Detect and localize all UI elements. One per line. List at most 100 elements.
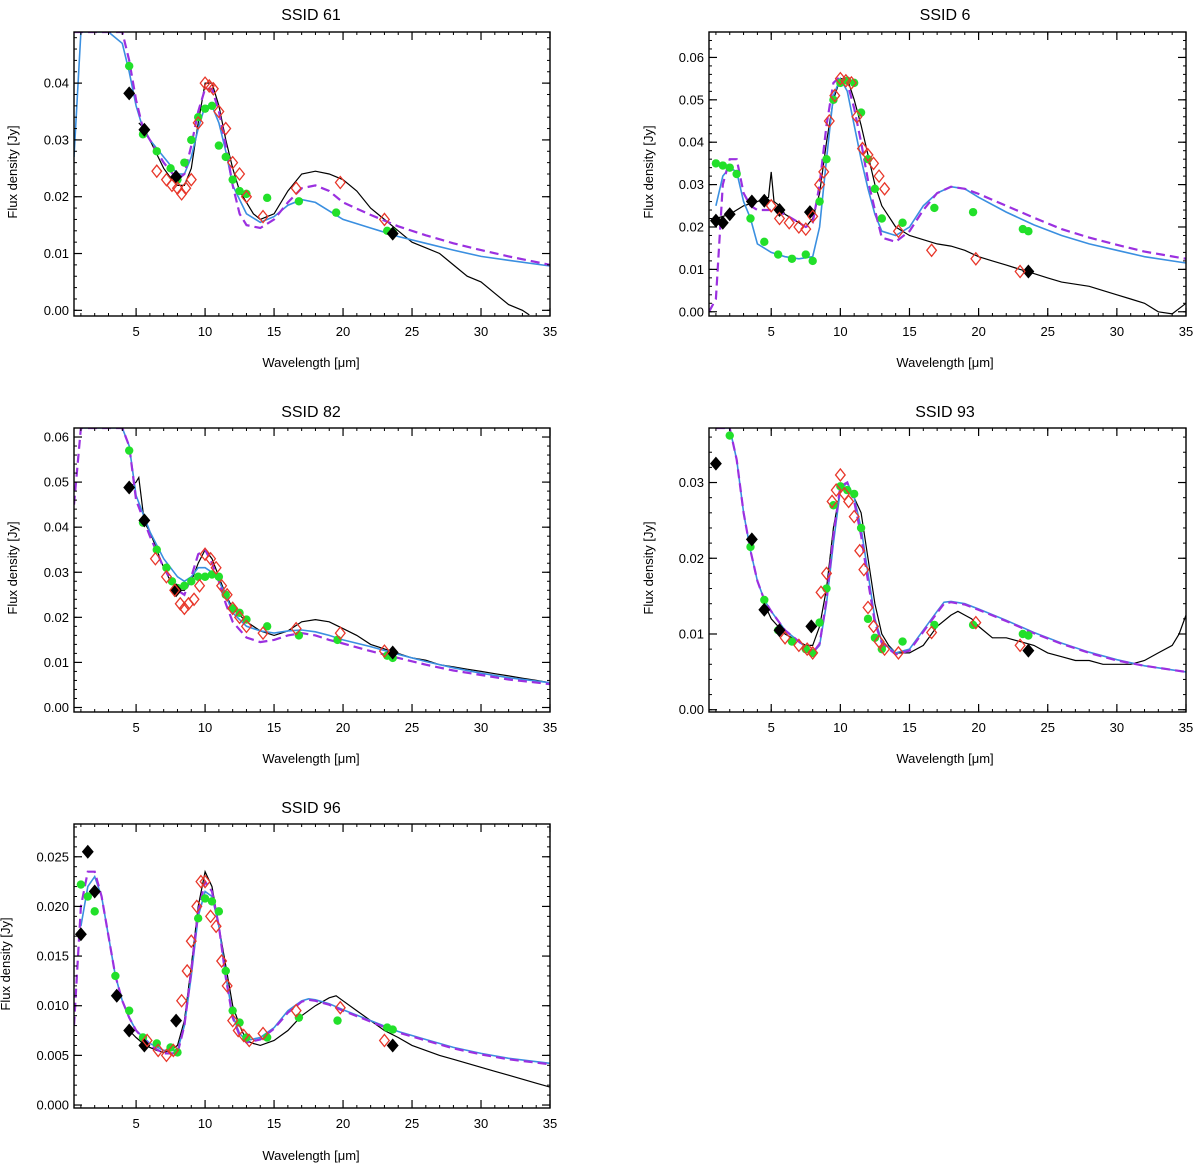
model-solid-line <box>715 76 1186 264</box>
red-diamond-point <box>215 953 228 969</box>
green-data-point <box>162 563 171 572</box>
red-diamond-point <box>779 630 791 645</box>
y-axis-label: Flux density [Jy] <box>0 917 13 1010</box>
y-tick-label: 0.03 <box>44 565 69 580</box>
green-data-point <box>1024 631 1033 640</box>
panel-ssid-96: SSID 96 Wavelength [μm] Flux density [Jy… <box>0 800 557 1163</box>
green-data-point <box>898 218 907 227</box>
x-tick-label: 25 <box>405 1116 419 1131</box>
x-tick-label: 30 <box>474 720 488 735</box>
green-data-point <box>930 620 939 630</box>
red-diamond-point <box>192 115 204 130</box>
black-diamond-point <box>386 226 399 241</box>
green-data-point <box>711 159 721 168</box>
model-dashed-line <box>74 428 550 686</box>
red-diamond-point <box>199 874 211 889</box>
panel-title: SSID 93 <box>915 404 975 421</box>
red-diamond-point <box>215 578 228 593</box>
y-tick-label: 0.000 <box>36 1098 69 1113</box>
panel-ssid-93: SSID 93 Wavelength [μm] Flux density [Jy… <box>641 404 1193 766</box>
black-diamond-point <box>110 988 123 1003</box>
axes-frame <box>73 31 551 317</box>
red-diamond-point <box>773 211 786 226</box>
x-tick-label: 35 <box>543 720 557 735</box>
green-data-point <box>200 104 210 113</box>
green-data-point <box>214 572 224 581</box>
green-data-point <box>836 482 845 491</box>
green-data-point <box>262 622 272 631</box>
red-diamond-point <box>175 993 188 1008</box>
red-diamond-point <box>858 562 870 577</box>
x-tick-label: 20 <box>336 324 350 339</box>
green-data-point <box>207 101 217 111</box>
y-tick-label: 0.01 <box>679 262 704 277</box>
plot-area <box>709 428 1186 673</box>
y-tick-label: 0.05 <box>679 92 704 107</box>
x-tick-label: 30 <box>1110 324 1124 339</box>
y-tick-label: 0.02 <box>44 189 69 204</box>
green-data-point <box>90 907 99 916</box>
model-dashed-line <box>715 428 1186 673</box>
green-data-point <box>242 189 251 199</box>
red-diamond-point <box>873 634 885 649</box>
red-diamond-point <box>829 88 841 103</box>
green-data-point <box>898 637 907 646</box>
green-data-point <box>83 892 92 901</box>
red-diamond-point <box>188 592 200 607</box>
red-diamond-point <box>185 172 197 187</box>
green-data-point <box>235 186 244 196</box>
x-tick-label: 30 <box>474 324 488 339</box>
model-solid-line <box>80 428 550 684</box>
y-tick-label: 0.025 <box>36 849 69 864</box>
black-diamond-point <box>386 1038 399 1053</box>
green-data-point <box>746 214 755 223</box>
red-diamond-point <box>227 1013 239 1028</box>
black-diamond-point <box>88 884 101 899</box>
green-data-point <box>214 141 224 150</box>
y-tick-label: 0.05 <box>44 475 69 490</box>
y-tick-label: 0.01 <box>679 626 704 641</box>
black-diamond-point <box>716 215 729 230</box>
x-tick-label: 25 <box>405 324 419 339</box>
green-data-point <box>863 614 873 624</box>
green-data-point <box>787 637 797 646</box>
black-diamond-point <box>138 513 151 528</box>
red-diamond-point <box>820 566 833 581</box>
red-diamond-point <box>862 147 874 162</box>
green-data-point <box>152 147 161 156</box>
green-data-point <box>207 570 217 579</box>
black-diamond-point <box>803 205 816 220</box>
red-diamond-point <box>334 1000 346 1015</box>
green-data-point <box>180 158 189 167</box>
red-diamond-point <box>826 494 838 509</box>
y-tick-label: 0.020 <box>36 899 69 914</box>
green-data-point <box>228 1006 237 1015</box>
green-data-point <box>732 169 741 179</box>
x-tick-label: 20 <box>971 720 985 735</box>
black-diamond-point <box>758 193 771 208</box>
green-data-point <box>200 572 210 581</box>
panel-title: SSID 61 <box>281 7 341 24</box>
red-diamond-point <box>818 164 830 179</box>
green-data-point <box>76 880 86 889</box>
green-data-point <box>228 604 237 613</box>
red-diamond-point <box>195 874 207 889</box>
plot-area <box>74 32 550 316</box>
model-dashed-line <box>74 32 550 266</box>
black-diamond-point <box>709 456 722 471</box>
red-diamond-point <box>970 615 982 630</box>
y-tick-label: 0.02 <box>44 610 69 625</box>
y-tick-label: 0.00 <box>44 303 69 318</box>
red-diamond-point <box>925 625 938 640</box>
y-axis-label: Flux density [Jy] <box>641 125 656 218</box>
red-diamond-point <box>854 543 866 558</box>
green-data-point <box>207 897 217 906</box>
red-diamond-point <box>227 155 239 170</box>
red-diamond-point <box>193 578 206 593</box>
x-tick-label: 10 <box>833 324 847 339</box>
red-diamond-point <box>240 189 253 204</box>
red-diamond-point <box>210 919 222 934</box>
axes-frame <box>73 823 551 1109</box>
green-data-point <box>870 633 880 642</box>
green-data-point <box>152 545 161 554</box>
